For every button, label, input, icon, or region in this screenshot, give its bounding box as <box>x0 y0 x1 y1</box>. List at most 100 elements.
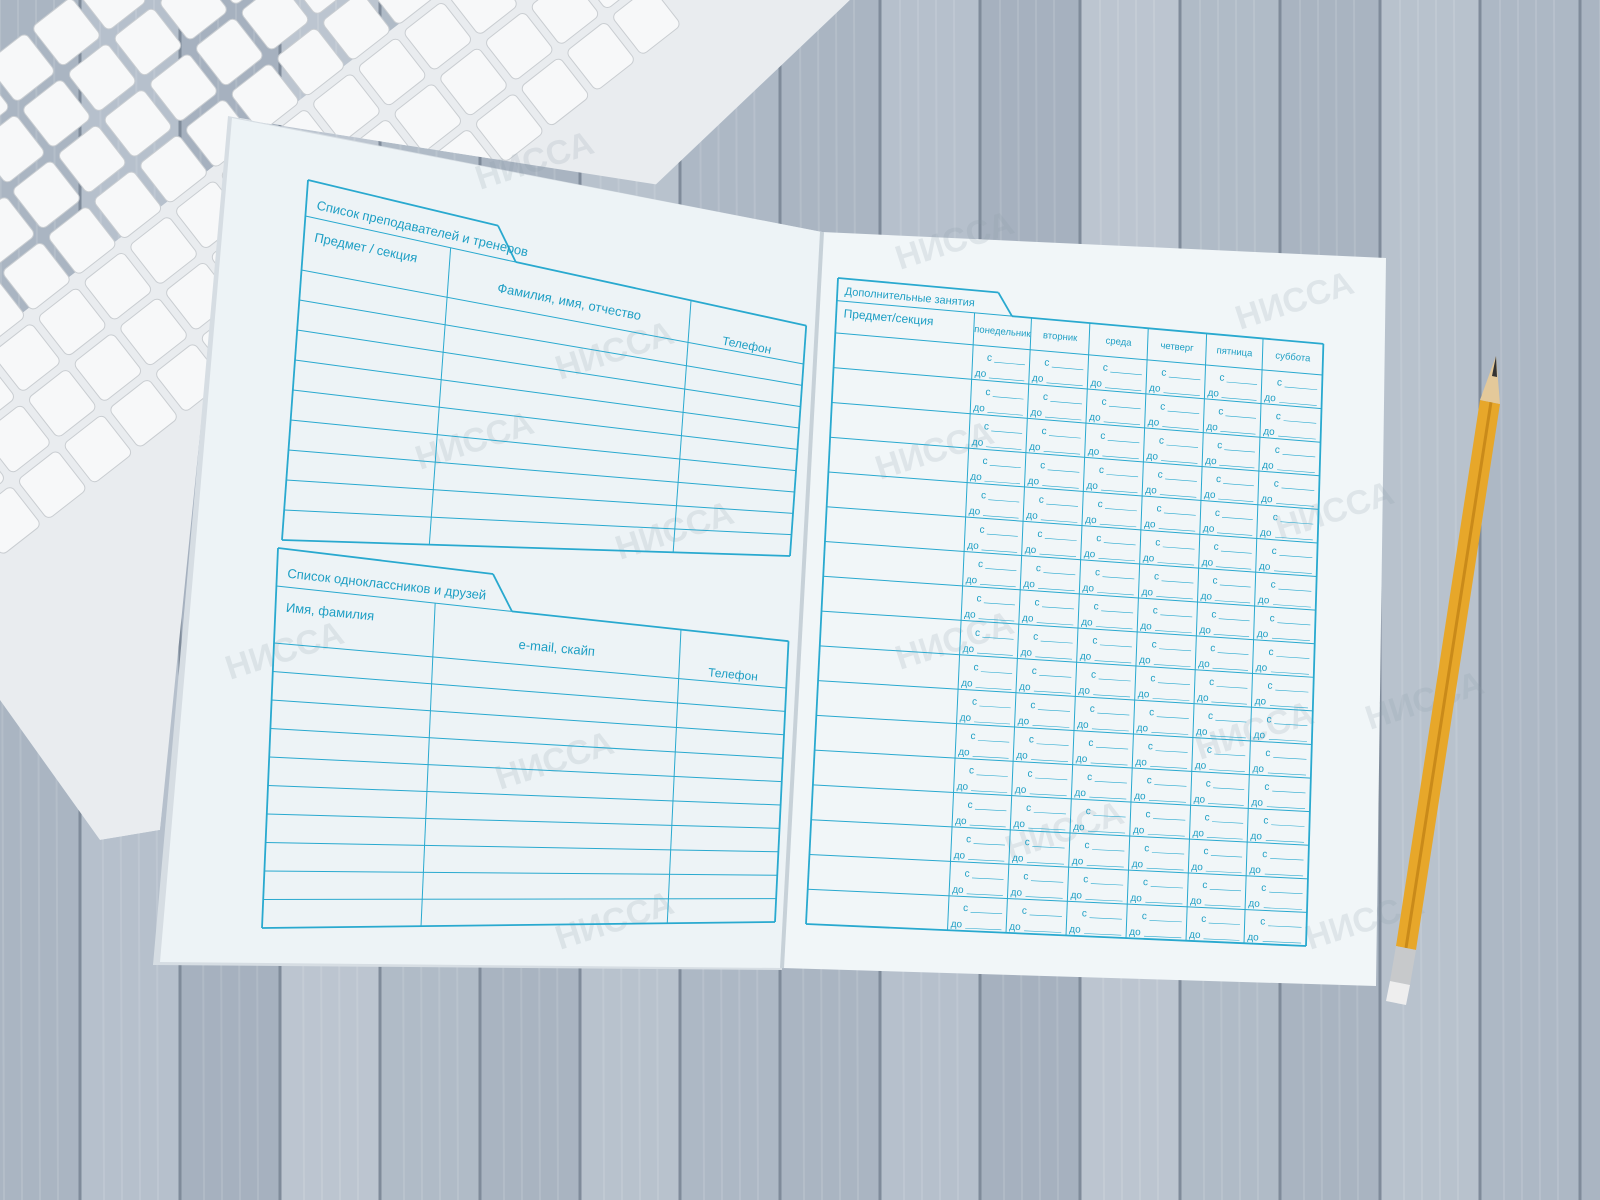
to-label: до <box>1190 896 1202 908</box>
keyboard-key <box>33 0 100 66</box>
table-line <box>1040 519 1078 523</box>
table-line <box>1277 469 1315 474</box>
table-line <box>1162 426 1199 430</box>
from-label: с <box>1216 474 1222 485</box>
from-label: с <box>1148 741 1154 752</box>
table-line <box>836 300 1013 317</box>
from-label: с <box>1261 883 1267 894</box>
table-line <box>1044 416 1082 421</box>
table-line <box>828 471 1319 510</box>
to-label: до <box>1144 519 1157 531</box>
table-line <box>1156 596 1193 600</box>
to-label: до <box>974 368 987 380</box>
table-line <box>1102 455 1139 460</box>
to-label: до <box>1131 859 1143 871</box>
from-label: с <box>1202 880 1208 891</box>
keyboard-key <box>79 0 146 30</box>
to-label: до <box>952 884 964 896</box>
keyboard-key <box>23 80 90 147</box>
from-label: с <box>1095 567 1101 578</box>
from-label: с <box>1097 499 1103 510</box>
keyboard-key <box>440 48 507 116</box>
from-label: с <box>979 525 985 536</box>
to-label: до <box>1072 856 1084 868</box>
keyboard-key <box>323 0 390 60</box>
from-label: с <box>1275 411 1281 422</box>
to-label: до <box>1255 662 1268 674</box>
table-line <box>1275 689 1309 693</box>
keyboard-key <box>0 360 14 427</box>
from-label: с <box>1263 815 1269 826</box>
table-line <box>1033 690 1071 694</box>
table-line <box>1210 735 1246 739</box>
from-label: с <box>1269 613 1275 624</box>
keyboard-key <box>368 0 436 24</box>
from-label: с <box>1272 512 1278 523</box>
to-label: до <box>1149 383 1162 395</box>
to-label: до <box>1133 825 1145 837</box>
to-label: до <box>1081 617 1094 629</box>
table-line <box>297 329 801 408</box>
pencil-eraser <box>1386 981 1410 1005</box>
from-label: с <box>1087 772 1093 783</box>
from-label: с <box>1093 601 1099 612</box>
to-label: до <box>1019 681 1031 693</box>
table-line <box>1155 750 1188 753</box>
table-line <box>1166 444 1199 448</box>
keyboard-key <box>3 243 70 310</box>
table-line <box>1149 920 1182 923</box>
table-line <box>1270 671 1309 675</box>
table-line <box>1092 849 1125 852</box>
table-line <box>1011 315 1324 345</box>
from-label: с <box>1217 440 1223 451</box>
from-label: с <box>984 421 990 432</box>
day-header: понедельник <box>974 324 1032 340</box>
table-line <box>1168 376 1201 381</box>
table-line <box>970 911 1003 915</box>
from-label: с <box>973 662 979 673</box>
table-line <box>288 449 795 493</box>
table-line <box>1154 784 1187 787</box>
to-label: до <box>956 781 968 793</box>
table-line <box>277 547 494 575</box>
table-line <box>271 699 785 736</box>
to-label: до <box>1205 455 1218 467</box>
spine-fold <box>780 231 824 969</box>
table-line <box>273 642 787 689</box>
table-line <box>307 179 499 227</box>
to-label: до <box>1020 647 1033 659</box>
from-label: с <box>1201 914 1206 925</box>
table-line <box>1032 846 1065 849</box>
to-label: до <box>1141 587 1154 599</box>
from-label: с <box>1037 529 1043 540</box>
table-line <box>1262 941 1302 944</box>
to-label: до <box>959 712 971 724</box>
table-line <box>1051 366 1084 371</box>
from-label: с <box>1146 775 1152 786</box>
table-line <box>1106 474 1139 478</box>
from-label: с <box>1089 704 1095 715</box>
keyboard-key <box>0 405 50 473</box>
column-header: Телефон <box>708 665 759 683</box>
table-line <box>983 602 1015 606</box>
notebook: НИССАНИССАНИССАНИССАНИССАНИССАНИССАНИССА… <box>153 116 1488 986</box>
table-line <box>805 277 839 925</box>
from-label: с <box>1156 503 1162 514</box>
from-label: с <box>1082 908 1087 919</box>
from-label: с <box>1100 431 1106 442</box>
table-line <box>1273 757 1307 760</box>
table-line <box>971 790 1008 793</box>
to-label: до <box>1086 480 1099 492</box>
table-line <box>1032 725 1070 728</box>
to-label: до <box>1082 583 1095 595</box>
table-line <box>1268 738 1307 742</box>
table-line <box>263 898 777 900</box>
table-line <box>1152 698 1190 701</box>
to-label: до <box>1143 553 1156 565</box>
to-label: до <box>1259 561 1272 573</box>
to-label: до <box>955 816 967 828</box>
to-label: до <box>1203 523 1216 535</box>
to-label: до <box>1206 422 1219 434</box>
from-label: с <box>1102 362 1108 373</box>
table-line <box>1220 550 1252 554</box>
